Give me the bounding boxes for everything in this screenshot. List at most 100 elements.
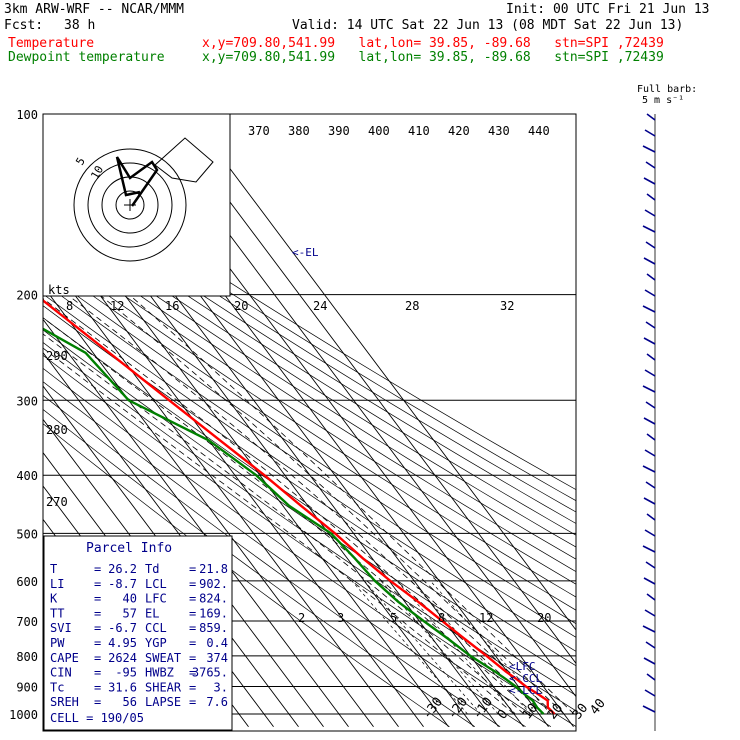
theta-label: 380 [288, 124, 310, 138]
parcel-value: 56 [123, 695, 137, 709]
svg-text:=: = [189, 695, 196, 709]
parcel-key: SHEAR [145, 680, 182, 694]
svg-text:=: = [189, 606, 196, 620]
parcel-key: Tc [50, 680, 64, 694]
speed-tick-label: 28 [405, 299, 419, 313]
parcel-value: 169. [199, 606, 228, 620]
plot-frame [42, 113, 577, 732]
dry-adiabat [43, 168, 576, 502]
dry-adiabat [43, 177, 576, 513]
svg-text:=: = [94, 695, 101, 709]
parcel-value: 902. [199, 577, 228, 591]
parcel-key: CIN [50, 666, 72, 680]
dry-adiabat [43, 394, 501, 727]
hodograph-ring-label: 10 [88, 164, 106, 182]
parcel-value: 57 [123, 606, 137, 620]
theta-label: 410 [408, 124, 430, 138]
svg-text:=: = [189, 651, 196, 665]
parcel-value: 859. [199, 621, 228, 635]
dry-adiabat [43, 317, 576, 681]
parcel-value: 0.4 [206, 636, 228, 650]
init-time: Init: 00 UTC Fri 21 Jun 13 [506, 2, 710, 17]
pressure-tick-label: 900 [16, 681, 38, 695]
svg-text:=: = [189, 621, 196, 635]
parcel-key: CAPE [50, 651, 79, 665]
parcel-key: LI [50, 577, 64, 591]
dry-adiabat [43, 259, 576, 611]
theta-label: 390 [328, 124, 350, 138]
svg-text:=: = [94, 562, 101, 576]
wind-barbs [642, 113, 656, 731]
temperature-profile [43, 298, 556, 715]
mixing-ratio-label: 2 [298, 611, 305, 625]
dewpoint-legend-info: x,y=709.80,541.99 lat,lon= 39.85, -89.68… [202, 50, 664, 65]
theta-e-label: 290 [46, 349, 68, 363]
dry-adiabat [43, 367, 551, 727]
temperature-legend-info: x,y=709.80,541.99 lat,lon= 39.85, -89.68… [202, 36, 664, 51]
pressure-tick-label: 400 [16, 469, 38, 483]
parcel-key: TT [50, 606, 64, 620]
speed-tick-label: 16 [165, 299, 179, 313]
parcel-title: Parcel Info [86, 541, 172, 556]
hodograph-ring [115, 190, 145, 220]
level-annotation: <LFC [509, 660, 536, 673]
parcel-value: -6.7 [108, 621, 137, 635]
theta-label: 430 [488, 124, 510, 138]
model-title: 3km ARW-WRF -- NCAR/MMM [4, 2, 185, 17]
parcel-key: LCL [145, 577, 167, 591]
parcel-value: 26.2 [108, 562, 137, 576]
barb-key-line1: Full barb: [637, 84, 697, 95]
mixing-ratio-line [364, 580, 482, 715]
svg-text:=: = [94, 666, 101, 680]
svg-text:=: = [189, 577, 196, 591]
mixing-ratio-line [380, 580, 499, 715]
level-annotation: <-EL [292, 246, 319, 259]
svg-text:=: = [189, 666, 196, 680]
dry-adiabat [43, 381, 526, 727]
theta-label: 440 [528, 124, 550, 138]
mixing-ratio-label: 12 [479, 611, 493, 625]
isotherm-line [43, 351, 324, 727]
svg-text:=: = [189, 636, 196, 650]
parcel-key: SVI [50, 621, 72, 635]
svg-text:=: = [94, 592, 101, 606]
svg-text:=: = [189, 680, 196, 694]
dry-adiabat [43, 342, 576, 712]
dry-adiabat [43, 270, 576, 625]
pressure-tick-label: 300 [16, 394, 38, 408]
parcel-value: 7.6 [206, 695, 228, 709]
theta-label: 400 [368, 124, 390, 138]
pressure-tick-label: 500 [16, 527, 38, 541]
pressure-tick-label: 100 [16, 108, 38, 122]
parcel-key: HWBZ [145, 666, 174, 680]
theta-label: 370 [248, 124, 270, 138]
isotherm-label: 30 [570, 701, 591, 723]
hodograph-ring [87, 162, 173, 248]
mixing-ratio-line [396, 580, 516, 715]
storm-motion-region [154, 137, 214, 183]
parcel-cell: CELL = 190/05 [50, 711, 144, 725]
svg-text:=: = [94, 621, 101, 635]
isotherm-label: 0 [495, 707, 512, 722]
dry-adiabat [43, 217, 576, 560]
dewpoint-profile [43, 327, 545, 715]
mixing-ratio-label: 5 [390, 611, 397, 625]
speed-tick-label: 8 [66, 299, 73, 313]
barb-key-line2: 5 m s⁻¹ [642, 95, 684, 106]
dry-adiabat [43, 354, 576, 727]
speed-tick-label: 32 [500, 299, 514, 313]
svg-text:=: = [94, 651, 101, 665]
theta-e-label: 280 [46, 423, 68, 437]
mixing-ratio-label: 8 [438, 611, 445, 625]
isotherm-line [43, 185, 449, 727]
level-annotation: <-CCL [509, 672, 542, 685]
isotherm-label: 40 [587, 696, 608, 718]
temperature-legend-label: Temperature [8, 36, 95, 51]
parcel-key: Td [145, 562, 159, 576]
dry-adiabat [43, 227, 576, 573]
valid-time: Valid: 14 UTC Sat 22 Jun 13 (08 MDT Sat … [292, 18, 684, 33]
pressure-tick-label: 600 [16, 575, 38, 589]
isotherm-line [43, 218, 424, 727]
hodograph-trace [115, 156, 159, 207]
